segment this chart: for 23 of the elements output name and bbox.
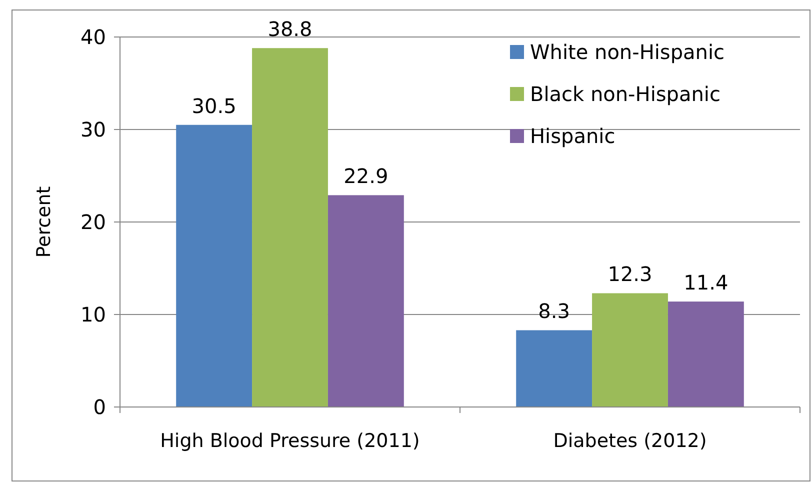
legend-label: Black non-Hispanic <box>530 82 720 106</box>
bar <box>592 293 668 407</box>
y-tick-label: 30 <box>80 118 106 142</box>
x-tick-label: Diabetes (2012) <box>553 430 707 452</box>
y-axis-title: Percent <box>33 186 55 258</box>
bar <box>252 48 328 407</box>
data-label: 8.3 <box>538 299 570 324</box>
y-tick-label: 10 <box>80 302 106 326</box>
bar <box>328 195 404 407</box>
y-tick-label: 20 <box>80 210 106 234</box>
bar <box>668 302 744 407</box>
legend-label: White non-Hispanic <box>530 40 725 64</box>
bar <box>516 330 592 407</box>
data-label: 11.4 <box>684 270 728 295</box>
x-tick-label: High Blood Pressure (2011) <box>160 430 420 452</box>
bar <box>176 124 252 407</box>
data-label: 12.3 <box>608 262 652 286</box>
legend-label: Hispanic <box>530 124 616 148</box>
data-label: 30.5 <box>192 94 236 118</box>
data-label: 38.8 <box>268 17 312 42</box>
y-tick-label: 40 <box>80 25 106 49</box>
y-tick-label: 0 <box>93 395 106 419</box>
data-label: 22.9 <box>344 164 388 188</box>
